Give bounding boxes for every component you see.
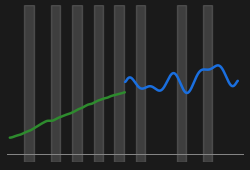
Bar [94,5,103,161]
Bar [51,5,60,161]
Bar [72,5,82,161]
Bar [24,5,34,161]
Bar [177,5,186,161]
Bar [114,5,124,161]
Bar [203,5,212,161]
Bar [136,5,145,161]
